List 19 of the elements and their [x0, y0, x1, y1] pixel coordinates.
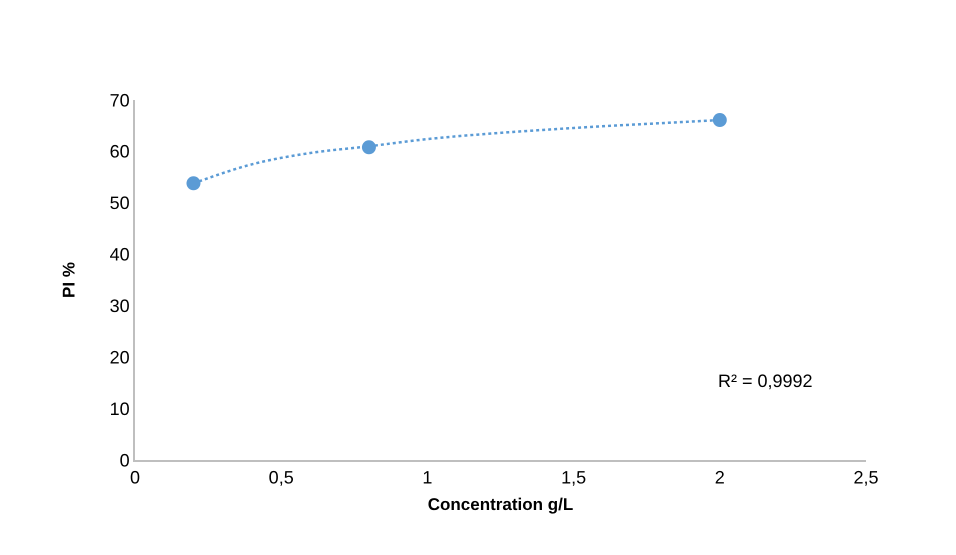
- x-tick-label: 1: [422, 467, 432, 488]
- y-tick-label: 50: [110, 193, 130, 214]
- point: [712, 113, 727, 128]
- annotation: R² = 0,9992: [718, 371, 813, 391]
- y-tick-label: 0: [120, 450, 130, 470]
- y-tick-label: 20: [110, 347, 130, 368]
- y-tick-label: 10: [110, 398, 130, 419]
- x-tick-label: 1,5: [561, 467, 586, 488]
- y-axis-title: PI %: [60, 262, 79, 298]
- x-axis-title: Concentration g/L: [428, 495, 574, 514]
- x-tick-label: 0,5: [268, 467, 294, 488]
- x-tick-label: 2: [714, 467, 725, 488]
- point: [186, 176, 200, 190]
- point: [362, 140, 376, 154]
- y-tick-label: 40: [110, 244, 130, 265]
- y-tick-label: 70: [110, 90, 130, 110]
- y-tick-label: 30: [110, 296, 130, 316]
- y-tick-label: 60: [110, 142, 130, 162]
- x-tick-label: 2,5: [853, 467, 879, 488]
